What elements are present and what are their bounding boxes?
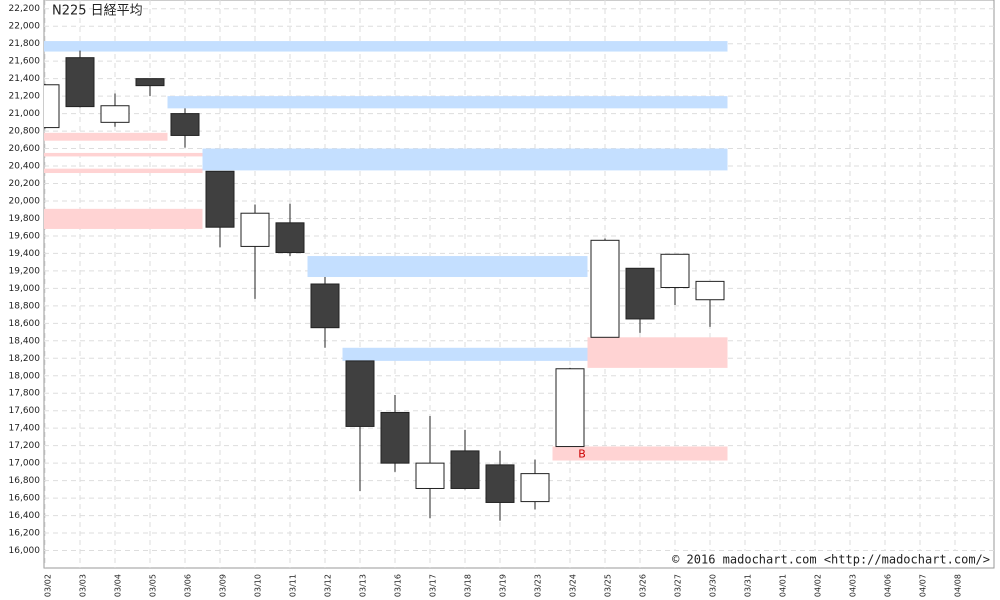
x-tick-label: 03/26	[639, 574, 648, 597]
plot-frame	[43, 0, 995, 569]
y-tick-label: 16,600	[9, 494, 41, 504]
x-tick-label: 03/10	[254, 574, 263, 597]
y-tick-label: 20,800	[9, 127, 41, 137]
candle-body	[590, 239, 620, 338]
x-tick-label: 04/07	[919, 574, 928, 597]
candle-body	[625, 267, 655, 320]
zone	[44, 41, 728, 52]
y-tick-label: 19,000	[9, 284, 41, 294]
y-tick-label: 17,000	[9, 459, 41, 469]
y-tick-label: 21,800	[9, 39, 41, 49]
y-tick-label: 21,200	[9, 92, 41, 102]
x-tick-label: 03/24	[569, 574, 578, 597]
candle-body	[205, 170, 235, 228]
zone	[167, 96, 728, 109]
zone	[552, 446, 728, 461]
x-tick-label: 03/23	[534, 574, 543, 597]
x-tick-label: 03/02	[44, 574, 53, 597]
x-tick-label: 03/12	[324, 574, 333, 597]
y-tick-label: 16,800	[9, 476, 41, 486]
zone	[342, 347, 588, 361]
candle-body	[100, 105, 130, 123]
x-tick-label: 03/06	[184, 574, 193, 597]
y-tick-label: 21,000	[9, 109, 41, 119]
copyright: © 2016 madochart.com <http://madochart.c…	[672, 553, 990, 567]
y-tick-label: 18,400	[9, 336, 41, 346]
x-tick-label: 03/31	[744, 574, 753, 597]
y-tick-label: 16,200	[9, 529, 41, 539]
y-tick-label: 17,600	[9, 406, 41, 416]
annotation: B	[578, 448, 586, 461]
y-tick-label: 22,000	[9, 22, 41, 32]
x-tick-label: 03/30	[709, 574, 718, 597]
x-tick-label: 04/08	[954, 574, 963, 597]
x-tick-label: 03/17	[429, 574, 438, 597]
candle-body	[520, 473, 550, 503]
candle-body	[660, 253, 690, 288]
y-tick-label: 19,200	[9, 266, 41, 276]
copyright-bg	[674, 551, 992, 567]
x-tick-label: 04/01	[779, 574, 788, 597]
x-tick-label: 04/02	[814, 574, 823, 597]
zone	[44, 152, 203, 157]
y-tick-label: 21,400	[9, 74, 41, 84]
x-tick-label: 03/05	[149, 574, 158, 597]
zone	[44, 208, 203, 229]
y-tick-label: 17,800	[9, 389, 41, 399]
x-tick-label: 04/03	[849, 574, 858, 597]
zone	[44, 168, 203, 174]
candle-body	[380, 411, 410, 464]
y-tick-label: 20,400	[9, 162, 41, 172]
x-tick-label: 03/18	[464, 574, 473, 597]
x-tick-label: 03/03	[79, 574, 88, 597]
y-tick-label: 18,800	[9, 301, 41, 311]
y-tick-label: 17,200	[9, 441, 41, 451]
y-tick-label: 20,000	[9, 196, 41, 206]
zone	[44, 132, 168, 141]
y-tick-label: 19,800	[9, 214, 41, 224]
x-tick-label: 03/11	[289, 574, 298, 597]
candle-body	[65, 57, 95, 108]
y-tick-label: 16,400	[9, 511, 41, 521]
y-tick-label: 21,600	[9, 57, 41, 67]
x-tick-label: 03/13	[359, 574, 368, 597]
candle-body	[240, 212, 270, 247]
candle-body	[345, 360, 375, 427]
y-tick-label: 16,000	[9, 546, 41, 556]
y-tick-label: 22,200	[9, 4, 41, 14]
candle-body	[135, 78, 165, 87]
candle-body	[44, 84, 60, 129]
zone	[587, 337, 728, 368]
y-tick-label: 18,000	[9, 371, 41, 381]
x-tick-label: 03/09	[219, 574, 228, 597]
candle-body	[310, 283, 340, 329]
y-tick-label: 19,400	[9, 249, 41, 259]
x-tick-label: 03/25	[604, 574, 613, 597]
candle-body	[555, 368, 585, 448]
zone	[202, 148, 728, 171]
y-tick-label: 19,600	[9, 231, 41, 241]
y-tick-label: 18,200	[9, 354, 41, 364]
candle-body	[450, 450, 480, 489]
x-tick-label: 04/06	[884, 574, 893, 597]
y-tick-label: 18,600	[9, 319, 41, 329]
candle-body	[695, 280, 725, 301]
chart-title: N225 日経平均	[52, 4, 143, 19]
x-tick-label: 03/16	[394, 574, 403, 597]
y-tick-label: 20,600	[9, 144, 41, 154]
y-tick-label: 17,400	[9, 424, 41, 434]
x-tick-label: 03/27	[674, 574, 683, 597]
candle-body	[485, 464, 515, 503]
candle-body	[170, 113, 200, 136]
x-tick-label: 03/19	[499, 574, 508, 597]
y-tick-label: 20,200	[9, 179, 41, 189]
candle-body	[275, 222, 305, 254]
candle-body	[415, 462, 445, 489]
x-tick-label: 03/04	[114, 574, 123, 597]
zone	[307, 256, 588, 278]
